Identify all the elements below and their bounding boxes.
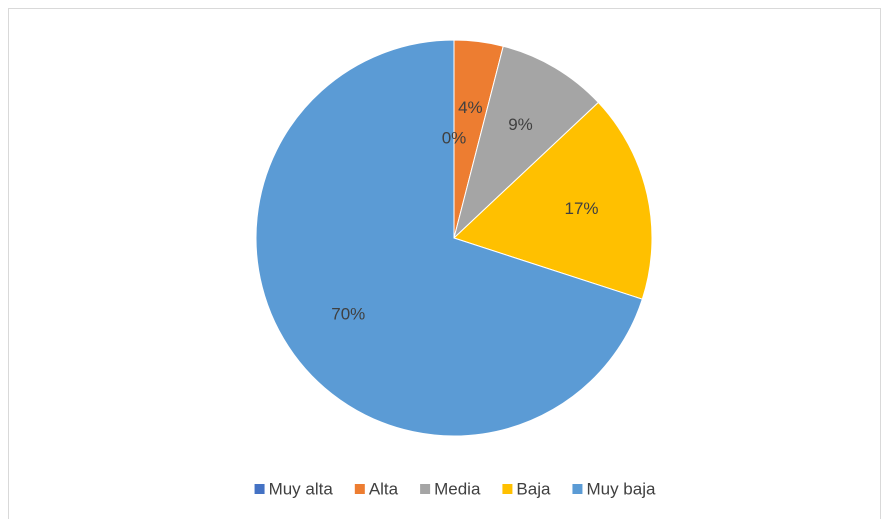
legend-label: Media	[434, 479, 481, 498]
legend-label: Muy alta	[269, 479, 334, 498]
legend-swatch	[354, 484, 365, 494]
legend-label: Alta	[369, 479, 399, 498]
legend-swatch	[254, 484, 265, 494]
data-label: 70%	[331, 304, 365, 323]
data-label: 4%	[458, 98, 483, 117]
legend-swatch	[572, 484, 583, 494]
legend-swatch	[420, 484, 431, 494]
data-label: 0%	[442, 128, 467, 147]
pie-slice	[255, 39, 643, 437]
pie-slice	[453, 45, 600, 240]
pie-slice	[453, 101, 653, 300]
data-label: 9%	[508, 115, 533, 134]
legend-label: Baja	[516, 479, 551, 498]
legend-swatch	[502, 484, 513, 494]
legend-label: Muy baja	[586, 479, 656, 498]
data-label: 17%	[565, 199, 599, 218]
